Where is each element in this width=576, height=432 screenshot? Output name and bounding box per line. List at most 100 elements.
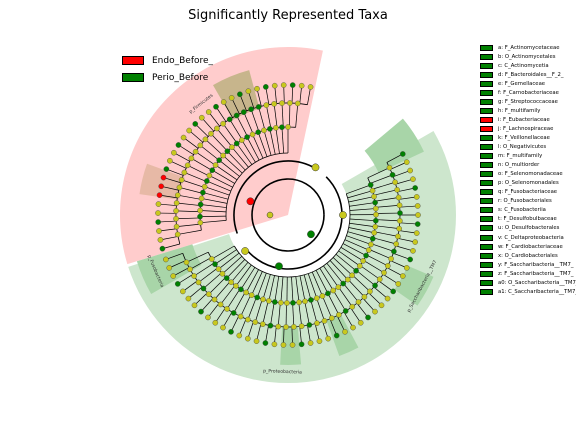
taxon-node — [252, 319, 259, 325]
branch — [181, 179, 205, 188]
taxon-node — [289, 342, 296, 348]
taxon-node — [260, 321, 266, 327]
branch — [250, 109, 260, 133]
branch — [191, 158, 213, 171]
taxon-node — [342, 308, 349, 314]
branch — [268, 275, 275, 301]
branch — [236, 143, 253, 165]
taxon-node — [371, 229, 377, 236]
branch — [247, 321, 254, 339]
branch — [347, 279, 365, 298]
branch — [322, 321, 329, 339]
taxon-node — [372, 199, 378, 206]
taxon-node — [344, 276, 351, 283]
taxon-node — [187, 266, 193, 273]
taxon-node — [248, 292, 255, 298]
taxon-label: l: O_Negativicutes — [498, 144, 547, 151]
taxon-node — [267, 322, 274, 329]
branch — [368, 292, 382, 306]
taxon-node — [233, 283, 239, 289]
taxon-node — [330, 287, 337, 294]
branch — [307, 325, 311, 344]
taxon-swatch — [480, 243, 493, 250]
taxon-node — [273, 125, 279, 131]
branch — [319, 268, 334, 291]
taxon-node — [260, 296, 266, 303]
taxon-node — [226, 116, 233, 123]
branch — [258, 106, 266, 131]
taxon-node — [171, 149, 177, 156]
taxon-node — [298, 82, 305, 89]
taxon-node — [155, 219, 161, 225]
branch — [366, 254, 388, 267]
taxon-node — [173, 215, 179, 222]
taxon-node — [349, 303, 356, 310]
taxon-node — [205, 314, 211, 321]
branch — [295, 103, 299, 128]
taxon-label: y: F_Saccharibacteria__TM7_ — [498, 261, 574, 268]
taxon-swatch — [480, 62, 493, 69]
taxon-node — [266, 298, 272, 304]
branch — [346, 184, 371, 195]
branch — [263, 130, 272, 156]
branch — [236, 115, 248, 137]
branch — [193, 262, 215, 277]
taxon-node — [381, 269, 387, 276]
taxon-label: v: C_Deltaproteobacteria — [498, 234, 564, 241]
taxon-node — [350, 324, 356, 331]
branch — [158, 203, 177, 206]
branch — [230, 262, 249, 283]
taxon-node — [289, 82, 296, 88]
branch — [194, 292, 208, 306]
branch — [256, 323, 262, 342]
taxon-node — [403, 265, 410, 271]
branch — [395, 245, 414, 252]
legend-item: Endo_Before_ — [122, 52, 213, 69]
branch — [169, 260, 186, 269]
branch — [270, 301, 275, 326]
taxon-node — [212, 162, 219, 168]
branch — [348, 196, 375, 203]
taxon-node — [224, 148, 231, 155]
branch — [163, 177, 181, 184]
taxon-legend-item: i: F_Eubacteriaceae — [480, 115, 576, 124]
branch — [165, 252, 183, 260]
branch — [187, 164, 210, 177]
branch — [315, 270, 329, 294]
taxon-label: q: F_Fusobacteriaceae — [498, 189, 558, 196]
taxon-node — [205, 109, 212, 115]
taxon-node — [357, 319, 364, 326]
taxon-node — [212, 261, 218, 267]
taxon-node — [336, 311, 342, 318]
taxon-node — [372, 223, 379, 230]
taxon-node — [396, 202, 403, 209]
branch — [252, 134, 264, 159]
taxon-swatch — [480, 225, 493, 232]
group-legend: Endo_Before_ Perio_Before — [122, 52, 213, 86]
branch — [162, 243, 180, 249]
branch — [307, 86, 311, 105]
branch — [176, 223, 201, 227]
sector-lachnospiraceae — [139, 163, 185, 200]
branch — [215, 164, 238, 181]
branch — [316, 298, 325, 322]
taxon-node — [245, 88, 252, 94]
taxon-legend-item: h: F_multifamily — [480, 106, 576, 115]
taxon-legend-item: u: O_Desulfobacterales — [480, 224, 576, 233]
branch — [372, 237, 397, 245]
taxon-legend-item: p: O_Selenomonadales — [480, 179, 576, 188]
branch — [262, 300, 269, 325]
taxon-node — [355, 299, 362, 305]
branch — [398, 230, 417, 234]
branch — [176, 217, 201, 220]
taxon-swatch — [480, 71, 493, 78]
taxon-legend-item: g: F_Streptococcaceae — [480, 97, 576, 106]
taxon-node — [230, 310, 237, 316]
taxon-node — [192, 148, 199, 155]
branch — [336, 315, 346, 332]
branch — [374, 231, 399, 237]
taxon-legend-item: s: C_Fusobacteriia — [480, 206, 576, 215]
branch — [349, 218, 376, 222]
taxon-node — [396, 225, 402, 232]
branch — [275, 127, 280, 154]
